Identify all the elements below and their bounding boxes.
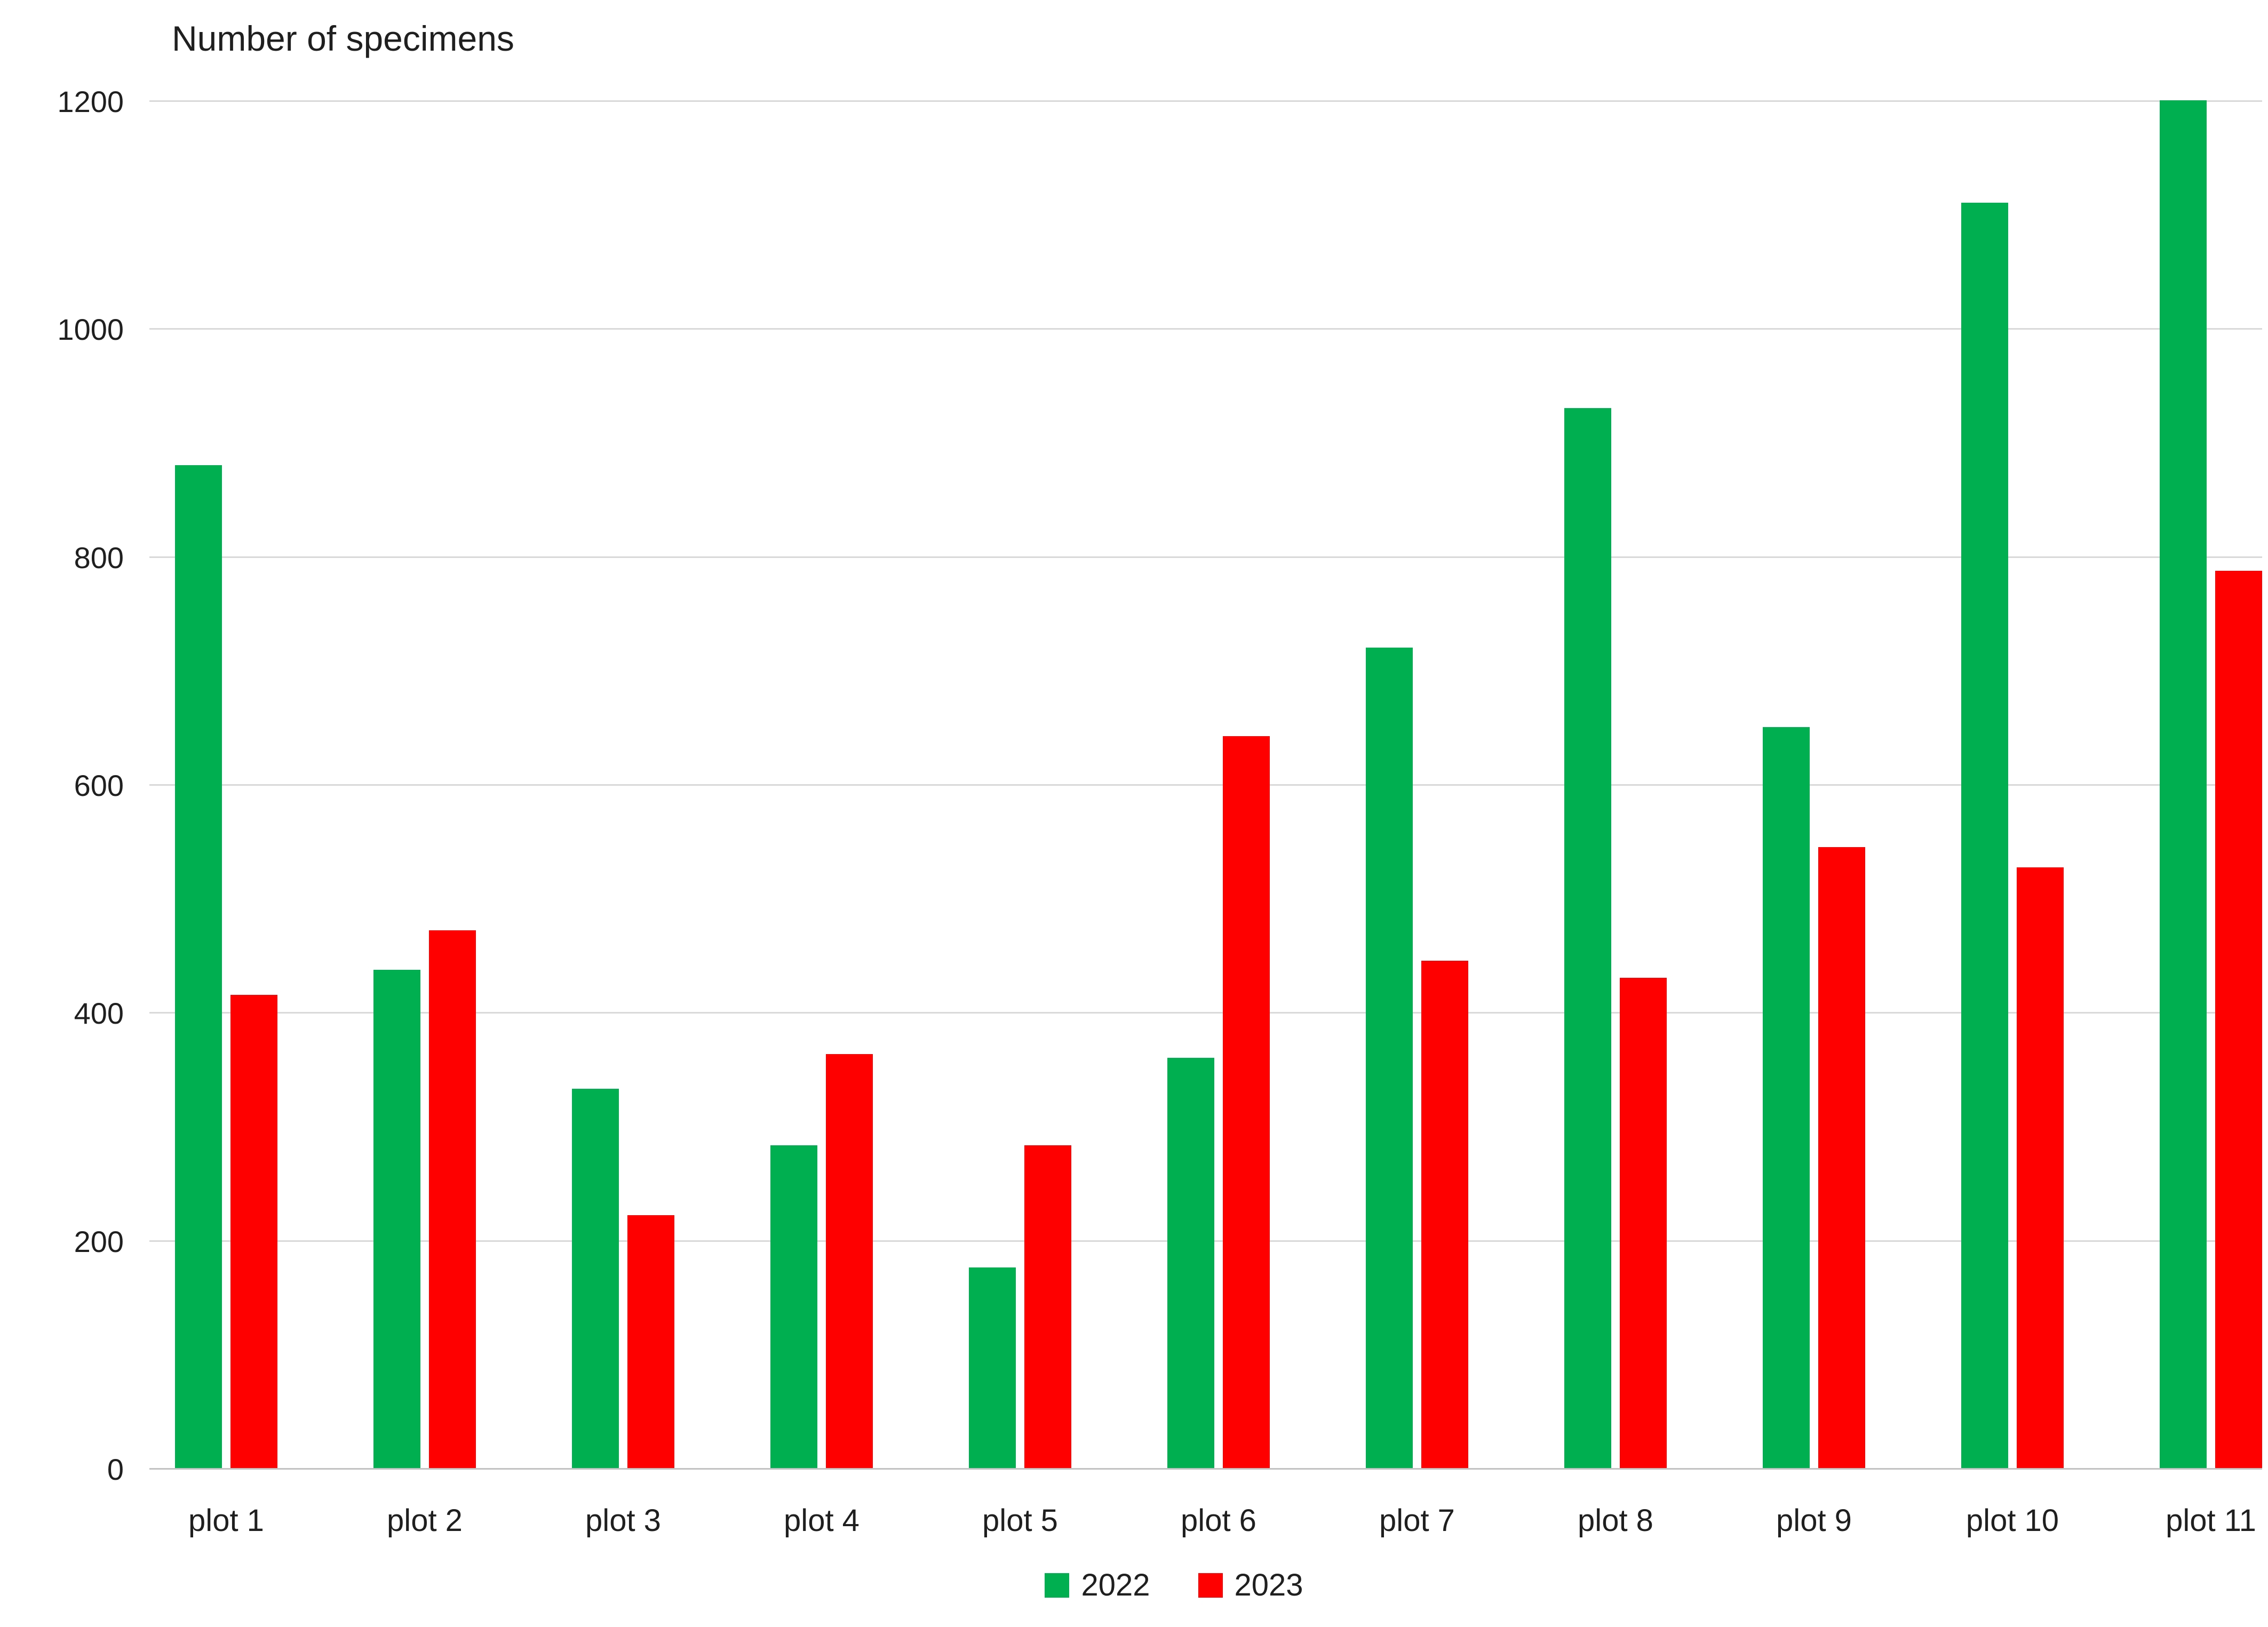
y-tick-label: 200 xyxy=(74,1224,124,1258)
bar-2022-plot-9 xyxy=(1763,727,1810,1468)
y-tick-label: 0 xyxy=(107,1453,124,1486)
bar-2022-plot-11 xyxy=(2160,100,2207,1468)
bar-2023-plot-2 xyxy=(429,930,476,1468)
bar-2023-plot-3 xyxy=(627,1215,674,1468)
bar-2022-plot-3 xyxy=(572,1088,619,1468)
bar-2022-plot-10 xyxy=(1961,203,2008,1468)
x-axis-label: plot 9 xyxy=(1776,1503,1852,1538)
legend-item-2022: 2022 xyxy=(1045,1567,1150,1603)
legend-swatch-icon xyxy=(1198,1573,1223,1598)
legend: 2022 2023 xyxy=(0,1567,2268,1603)
bar-2023-plot-5 xyxy=(1024,1145,1071,1468)
chart-title: Number of specimens xyxy=(172,19,514,58)
y-tick-label: 1000 xyxy=(57,313,124,347)
x-axis-label: plot 11 xyxy=(2166,1503,2256,1538)
legend-item-2023: 2023 xyxy=(1198,1567,1303,1603)
x-axis-label: plot 5 xyxy=(982,1503,1058,1538)
y-tick-label: 400 xyxy=(74,996,124,1031)
legend-swatch-icon xyxy=(1045,1573,1070,1598)
gridline xyxy=(149,1012,2262,1014)
bar-2023-plot-8 xyxy=(1620,978,1667,1468)
x-axis-label: plot 3 xyxy=(585,1503,661,1538)
bar-2022-plot-8 xyxy=(1564,408,1611,1468)
x-axis-label: plot 10 xyxy=(1965,1503,2059,1538)
bar-2023-plot-7 xyxy=(1421,961,1468,1468)
bar-2022-plot-5 xyxy=(969,1267,1016,1468)
bar-2023-plot-1 xyxy=(230,995,277,1468)
gridline xyxy=(149,100,2262,102)
bar-2022-plot-6 xyxy=(1167,1057,1214,1468)
gridline xyxy=(149,328,2262,330)
x-axis-label: plot 8 xyxy=(1578,1503,1653,1538)
x-axis-label: plot 7 xyxy=(1379,1503,1455,1538)
x-axis-label: plot 2 xyxy=(387,1503,463,1538)
bar-2022-plot-2 xyxy=(373,970,420,1468)
x-axis-line xyxy=(149,1468,2262,1470)
plot-area xyxy=(149,100,2262,1470)
bar-2022-plot-4 xyxy=(770,1145,817,1468)
gridline xyxy=(149,556,2262,558)
bar-2023-plot-11 xyxy=(2215,571,2262,1468)
gridline xyxy=(149,784,2262,786)
legend-label: 2022 xyxy=(1081,1568,1150,1602)
y-tick-label: 1200 xyxy=(57,85,124,118)
bar-2023-plot-9 xyxy=(1818,847,1865,1468)
bar-2022-plot-1 xyxy=(175,465,222,1468)
bar-2023-plot-4 xyxy=(826,1054,873,1468)
x-axis-label: plot 1 xyxy=(188,1503,264,1538)
bar-2023-plot-6 xyxy=(1223,736,1270,1468)
x-axis-label: plot 4 xyxy=(784,1503,860,1538)
x-axis-label: plot 6 xyxy=(1181,1503,1256,1538)
y-tick-label: 800 xyxy=(74,540,124,575)
bar-2023-plot-10 xyxy=(2017,867,2064,1468)
legend-label: 2023 xyxy=(1234,1568,1303,1602)
bar-2022-plot-7 xyxy=(1366,647,1413,1468)
y-tick-label: 600 xyxy=(74,769,124,802)
